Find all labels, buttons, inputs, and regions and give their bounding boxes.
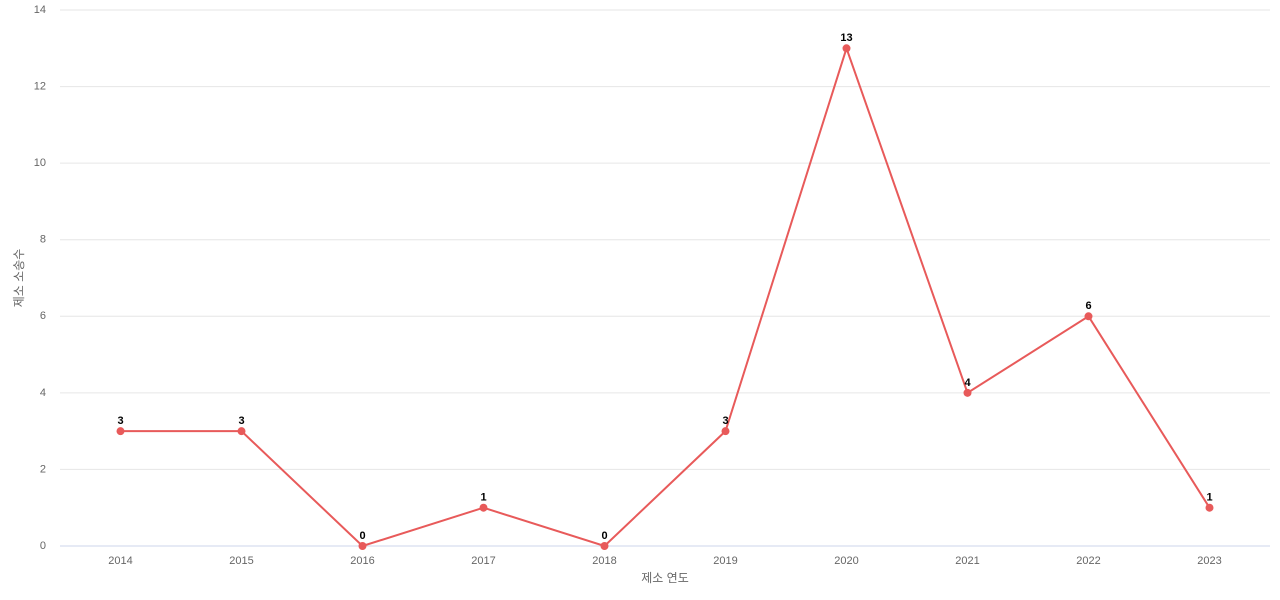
- point: [1205, 503, 1214, 512]
- point: [1084, 312, 1093, 321]
- point: [600, 542, 609, 550]
- x-tick-label: 2022: [1076, 555, 1100, 567]
- value-label: 4: [964, 377, 971, 389]
- y-tick-label: 6: [40, 310, 46, 322]
- point: [963, 388, 972, 397]
- y-tick-label: 8: [40, 234, 46, 246]
- y-axis-title: 제소 소송수: [12, 249, 26, 308]
- value-label: 3: [238, 415, 244, 427]
- line: [120, 45, 1211, 548]
- x-tick-label: 2017: [471, 555, 495, 567]
- y-tick-label: 12: [34, 80, 46, 92]
- x-tick-label: 2020: [834, 555, 858, 567]
- y-tick-label: 4: [40, 387, 46, 399]
- x-tick-label: 2023: [1197, 555, 1221, 567]
- y-tick-label: 10: [34, 157, 46, 169]
- value-label: 1: [1206, 492, 1212, 504]
- x-tick-label: 2021: [955, 555, 979, 567]
- y-tick-label: 0: [40, 540, 46, 552]
- value-label: 13: [840, 32, 852, 44]
- value-label: 3: [722, 415, 728, 427]
- value-label: 0: [601, 530, 607, 542]
- x-tick-label: 2019: [713, 555, 737, 567]
- point: [358, 542, 367, 550]
- y-tick-label: 2: [40, 463, 46, 475]
- y-tick-label: 14: [34, 4, 46, 16]
- value-label: 3: [117, 415, 123, 427]
- point: [237, 427, 246, 436]
- value-label: 0: [359, 530, 365, 542]
- x-tick-label: 2015: [229, 555, 253, 567]
- value-label: 1: [480, 492, 486, 504]
- value-label: 6: [1085, 300, 1091, 312]
- x-tick-label: 2016: [350, 555, 374, 567]
- point: [116, 427, 125, 436]
- x-axis-title: 제소 연도: [641, 571, 689, 585]
- point: [721, 427, 730, 436]
- point: [842, 44, 851, 53]
- x-tick-label: 2014: [108, 555, 132, 567]
- x-tick-label: 2018: [592, 555, 616, 567]
- point: [479, 503, 488, 512]
